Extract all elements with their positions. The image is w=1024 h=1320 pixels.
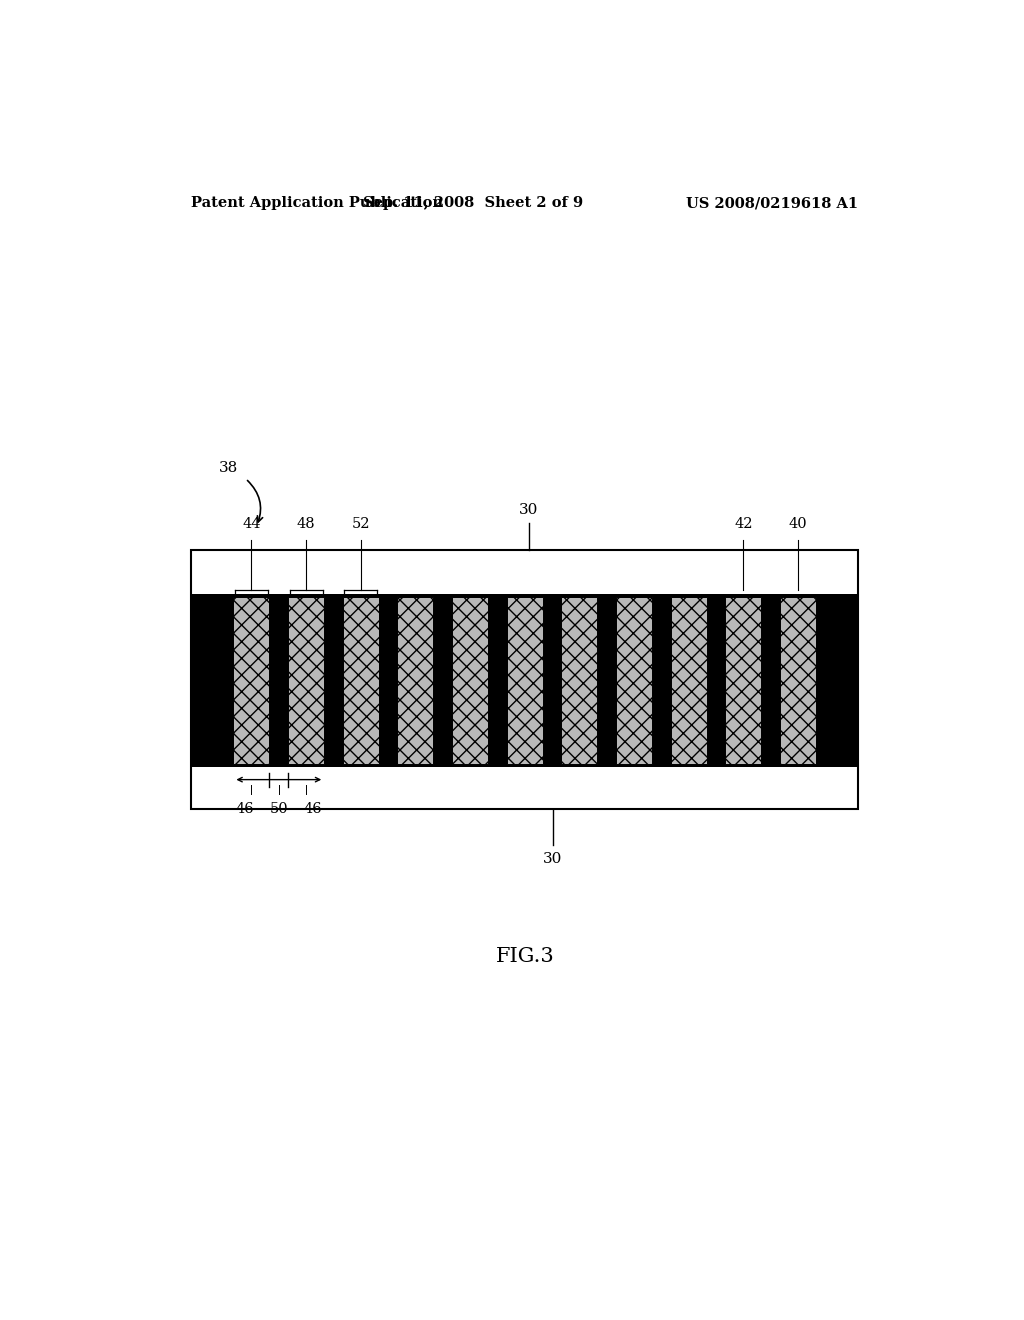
Bar [288,597,325,764]
Bar [397,597,433,764]
Bar [780,597,816,764]
Text: Patent Application Publication: Patent Application Publication [191,197,443,210]
Text: 46: 46 [236,803,254,816]
Text: 42: 42 [734,516,753,531]
Bar [616,597,652,764]
Text: 40: 40 [788,516,808,531]
Bar [453,597,488,764]
Bar [191,549,858,809]
Text: 52: 52 [351,516,370,531]
Bar [233,597,269,764]
Bar [191,594,858,767]
Text: 50: 50 [269,803,288,816]
Bar [561,597,597,764]
Bar [343,597,379,764]
Text: 38: 38 [219,462,239,475]
Text: FIG.3: FIG.3 [496,946,554,966]
Bar [671,597,707,764]
Text: Sep. 11, 2008  Sheet 2 of 9: Sep. 11, 2008 Sheet 2 of 9 [364,197,584,210]
Text: US 2008/0219618 A1: US 2008/0219618 A1 [686,197,858,210]
Text: 44: 44 [243,516,261,531]
Text: 48: 48 [297,516,315,531]
Text: 30: 30 [519,503,539,517]
Text: 30: 30 [543,851,562,866]
Bar [507,597,543,764]
Text: 46: 46 [303,803,322,816]
Bar [725,597,762,764]
